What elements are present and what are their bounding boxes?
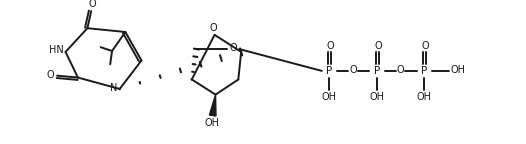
Text: P: P — [374, 66, 380, 76]
Text: O: O — [88, 0, 96, 10]
Text: HN: HN — [49, 45, 64, 55]
Text: O: O — [230, 43, 237, 53]
Text: OH: OH — [450, 65, 465, 75]
Text: O: O — [421, 41, 429, 51]
Text: O: O — [210, 23, 217, 33]
Text: OH: OH — [369, 92, 385, 102]
Text: O: O — [397, 65, 404, 75]
Text: O: O — [349, 65, 357, 75]
Text: OH: OH — [322, 92, 337, 102]
Text: OH: OH — [417, 92, 432, 102]
Text: O: O — [47, 70, 54, 80]
Polygon shape — [209, 95, 216, 116]
Text: O: O — [327, 41, 334, 51]
Text: P: P — [421, 66, 428, 76]
Text: P: P — [326, 66, 332, 76]
Text: N: N — [110, 83, 118, 93]
Text: O: O — [374, 41, 382, 51]
Text: OH: OH — [204, 118, 219, 128]
